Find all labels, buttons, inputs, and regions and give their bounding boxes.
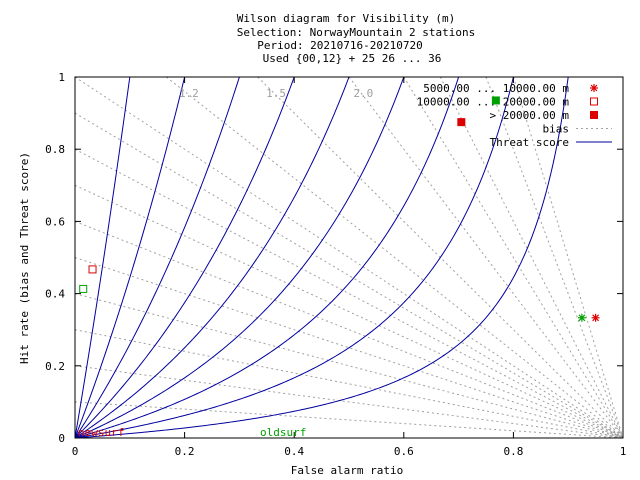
legend-label-3: bias [543,123,570,136]
title-line-2: Selection: NorwayMountain 2 stations [237,26,475,39]
bias-line-10 [166,77,623,438]
threat-curve-8 [75,77,131,438]
point-newsurf-2 [457,118,466,127]
point-newsurf-0-d2 [592,314,600,322]
threat-curve-7 [75,77,186,438]
point-oldsurf-2 [491,96,500,105]
title-line-3: Period: 20210716-20210720 [257,39,423,52]
legend-label-0: 5000.00 ... 10000.00 m [423,82,569,95]
x-tick-label-3: 0.6 [394,445,414,458]
title-line-1: Wilson diagram for Visibility (m) [237,12,456,25]
bias-label-2: 2.0 [353,87,373,100]
y-tick-label-1: 0.2 [45,360,65,373]
bias-line-5 [75,220,623,438]
legend-marker-2 [590,111,598,119]
x-tick-label-4: 0.8 [503,445,523,458]
bias-line-3 [75,293,623,438]
legend-marker-1 [590,97,598,106]
threat-curve-4 [75,77,350,438]
bias-line-9 [75,77,623,438]
y-tick-label-2: 0.4 [45,288,65,301]
bias-line-2 [75,329,623,438]
bias-line-12 [348,77,623,438]
threat-curve-1 [75,77,514,438]
bias-line-4 [75,257,623,438]
ticks-layer: 0 0.2 0.4 0.6 0.8 1 0 0.2 0.4 0.6 0.8 1 [45,71,626,458]
x-axis-label: False alarm ratio [291,464,404,477]
title-line-4: Used {00,12} + 25 26 ... 36 [263,52,442,65]
series-labels: newsurf oldsurf [78,426,306,439]
y-tick-label-4: 0.8 [45,143,65,156]
threat-curve-5 [75,77,295,438]
legend-label-4: Threat score [490,136,569,149]
point-oldsurf-0-d2 [578,314,586,322]
plot-frame [74,76,624,439]
point-newsurf-0 [591,313,600,322]
x-tick-label-1: 0.2 [175,445,195,458]
bias-line-6 [75,184,623,438]
points-layer [79,96,600,322]
bias-label-0: 1.2 [179,87,199,100]
threat-curve-3 [75,77,405,438]
curves-layer: 1.2 1.5 2.0 [75,77,623,438]
point-oldsurf-0 [577,313,586,322]
y-tick-label-0: 0 [58,432,65,445]
series-label-oldsurf: oldsurf [260,426,306,439]
x-tick-label-0: 0 [72,445,79,458]
y-tick-label-3: 0.6 [45,215,65,228]
point-newsurf-1 [88,265,97,274]
threat-curve-0 [75,77,569,438]
bias-line-8 [75,112,623,438]
threat-curve-6 [75,77,240,438]
bias-line-7 [75,148,623,438]
point-oldsurf-1 [79,284,88,293]
bias-line-15 [485,77,623,438]
series-label-newsurf: newsurf [78,426,124,439]
legend-marker-0-d2 [590,84,598,92]
bias-line-1 [75,365,623,438]
threat-curve-2 [75,77,460,438]
x-tick-label-5: 1 [620,445,627,458]
legend-label-2: > 20000.00 m [490,109,570,122]
legend-marker-0 [590,84,598,92]
bias-line-0 [75,401,623,438]
bias-line-13 [403,77,623,438]
bias-label-1: 1.5 [266,87,286,100]
x-tick-label-2: 0.4 [284,445,304,458]
y-axis-label: Hit rate (bias and Threat score) [18,152,31,364]
y-tick-label-5: 1 [58,71,65,84]
